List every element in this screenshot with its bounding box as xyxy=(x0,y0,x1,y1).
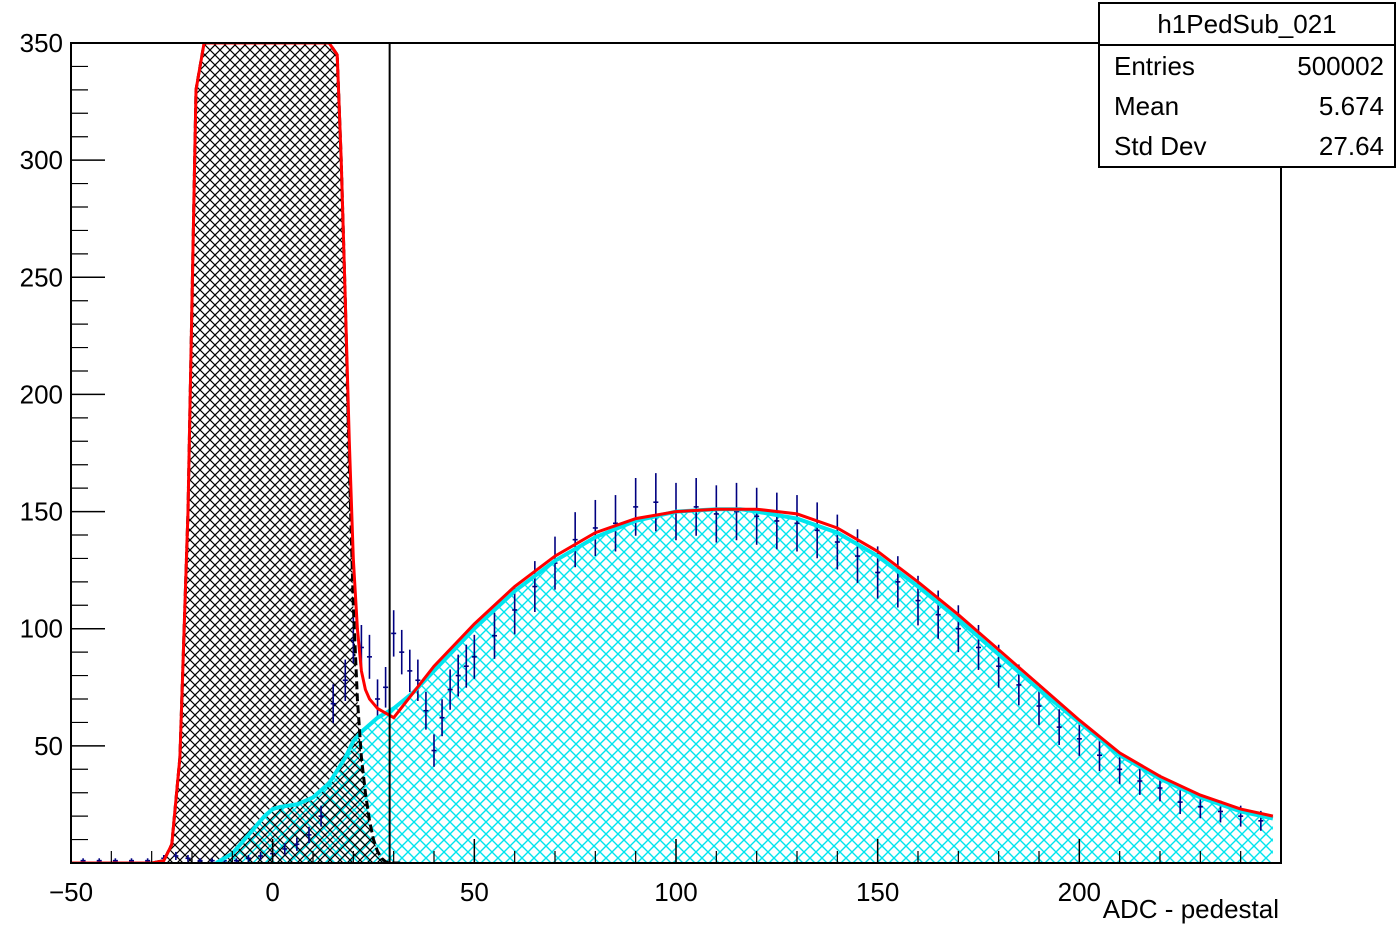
signal-fit-curve xyxy=(215,507,1274,863)
stats-label: Mean xyxy=(1114,91,1180,121)
y-tick-label: 150 xyxy=(20,497,63,527)
x-tick-label: 100 xyxy=(654,877,697,907)
x-tick-label: 0 xyxy=(265,877,279,907)
stats-box: h1PedSub_021 Entries 500002 Mean 5.674 S… xyxy=(1098,2,1396,168)
stats-row-mean: Mean 5.674 xyxy=(1100,86,1394,126)
total-fit-curve xyxy=(71,43,1274,863)
y-tick-label: 350 xyxy=(20,28,63,58)
y-tick-label: 300 xyxy=(20,145,63,175)
stats-value: 5.674 xyxy=(1318,91,1384,121)
x-tick-label: 50 xyxy=(460,877,489,907)
y-tick-label: 250 xyxy=(20,262,63,292)
x-tick-label: 150 xyxy=(856,877,899,907)
stats-label: Std Dev xyxy=(1114,131,1207,161)
x-tick-label: −50 xyxy=(49,877,93,907)
stats-label: Entries xyxy=(1114,51,1195,81)
stats-value: 27.64 xyxy=(1318,131,1384,161)
signal-hatched-area xyxy=(216,509,1273,863)
stats-row-entries: Entries 500002 xyxy=(1100,46,1394,86)
x-tick-label: 200 xyxy=(1058,877,1101,907)
stats-row-std-dev: Std Dev 27.64 xyxy=(1100,126,1394,166)
y-tick-label: 200 xyxy=(20,379,63,409)
y-tick-label: 50 xyxy=(34,731,63,761)
y-tick-label: 100 xyxy=(20,614,63,644)
x-axis-title: ADC - pedestal xyxy=(1103,894,1279,924)
stats-value: 500002 xyxy=(1297,51,1384,81)
stats-title: h1PedSub_021 xyxy=(1100,4,1394,46)
pedestal-hatched-area xyxy=(71,43,402,863)
